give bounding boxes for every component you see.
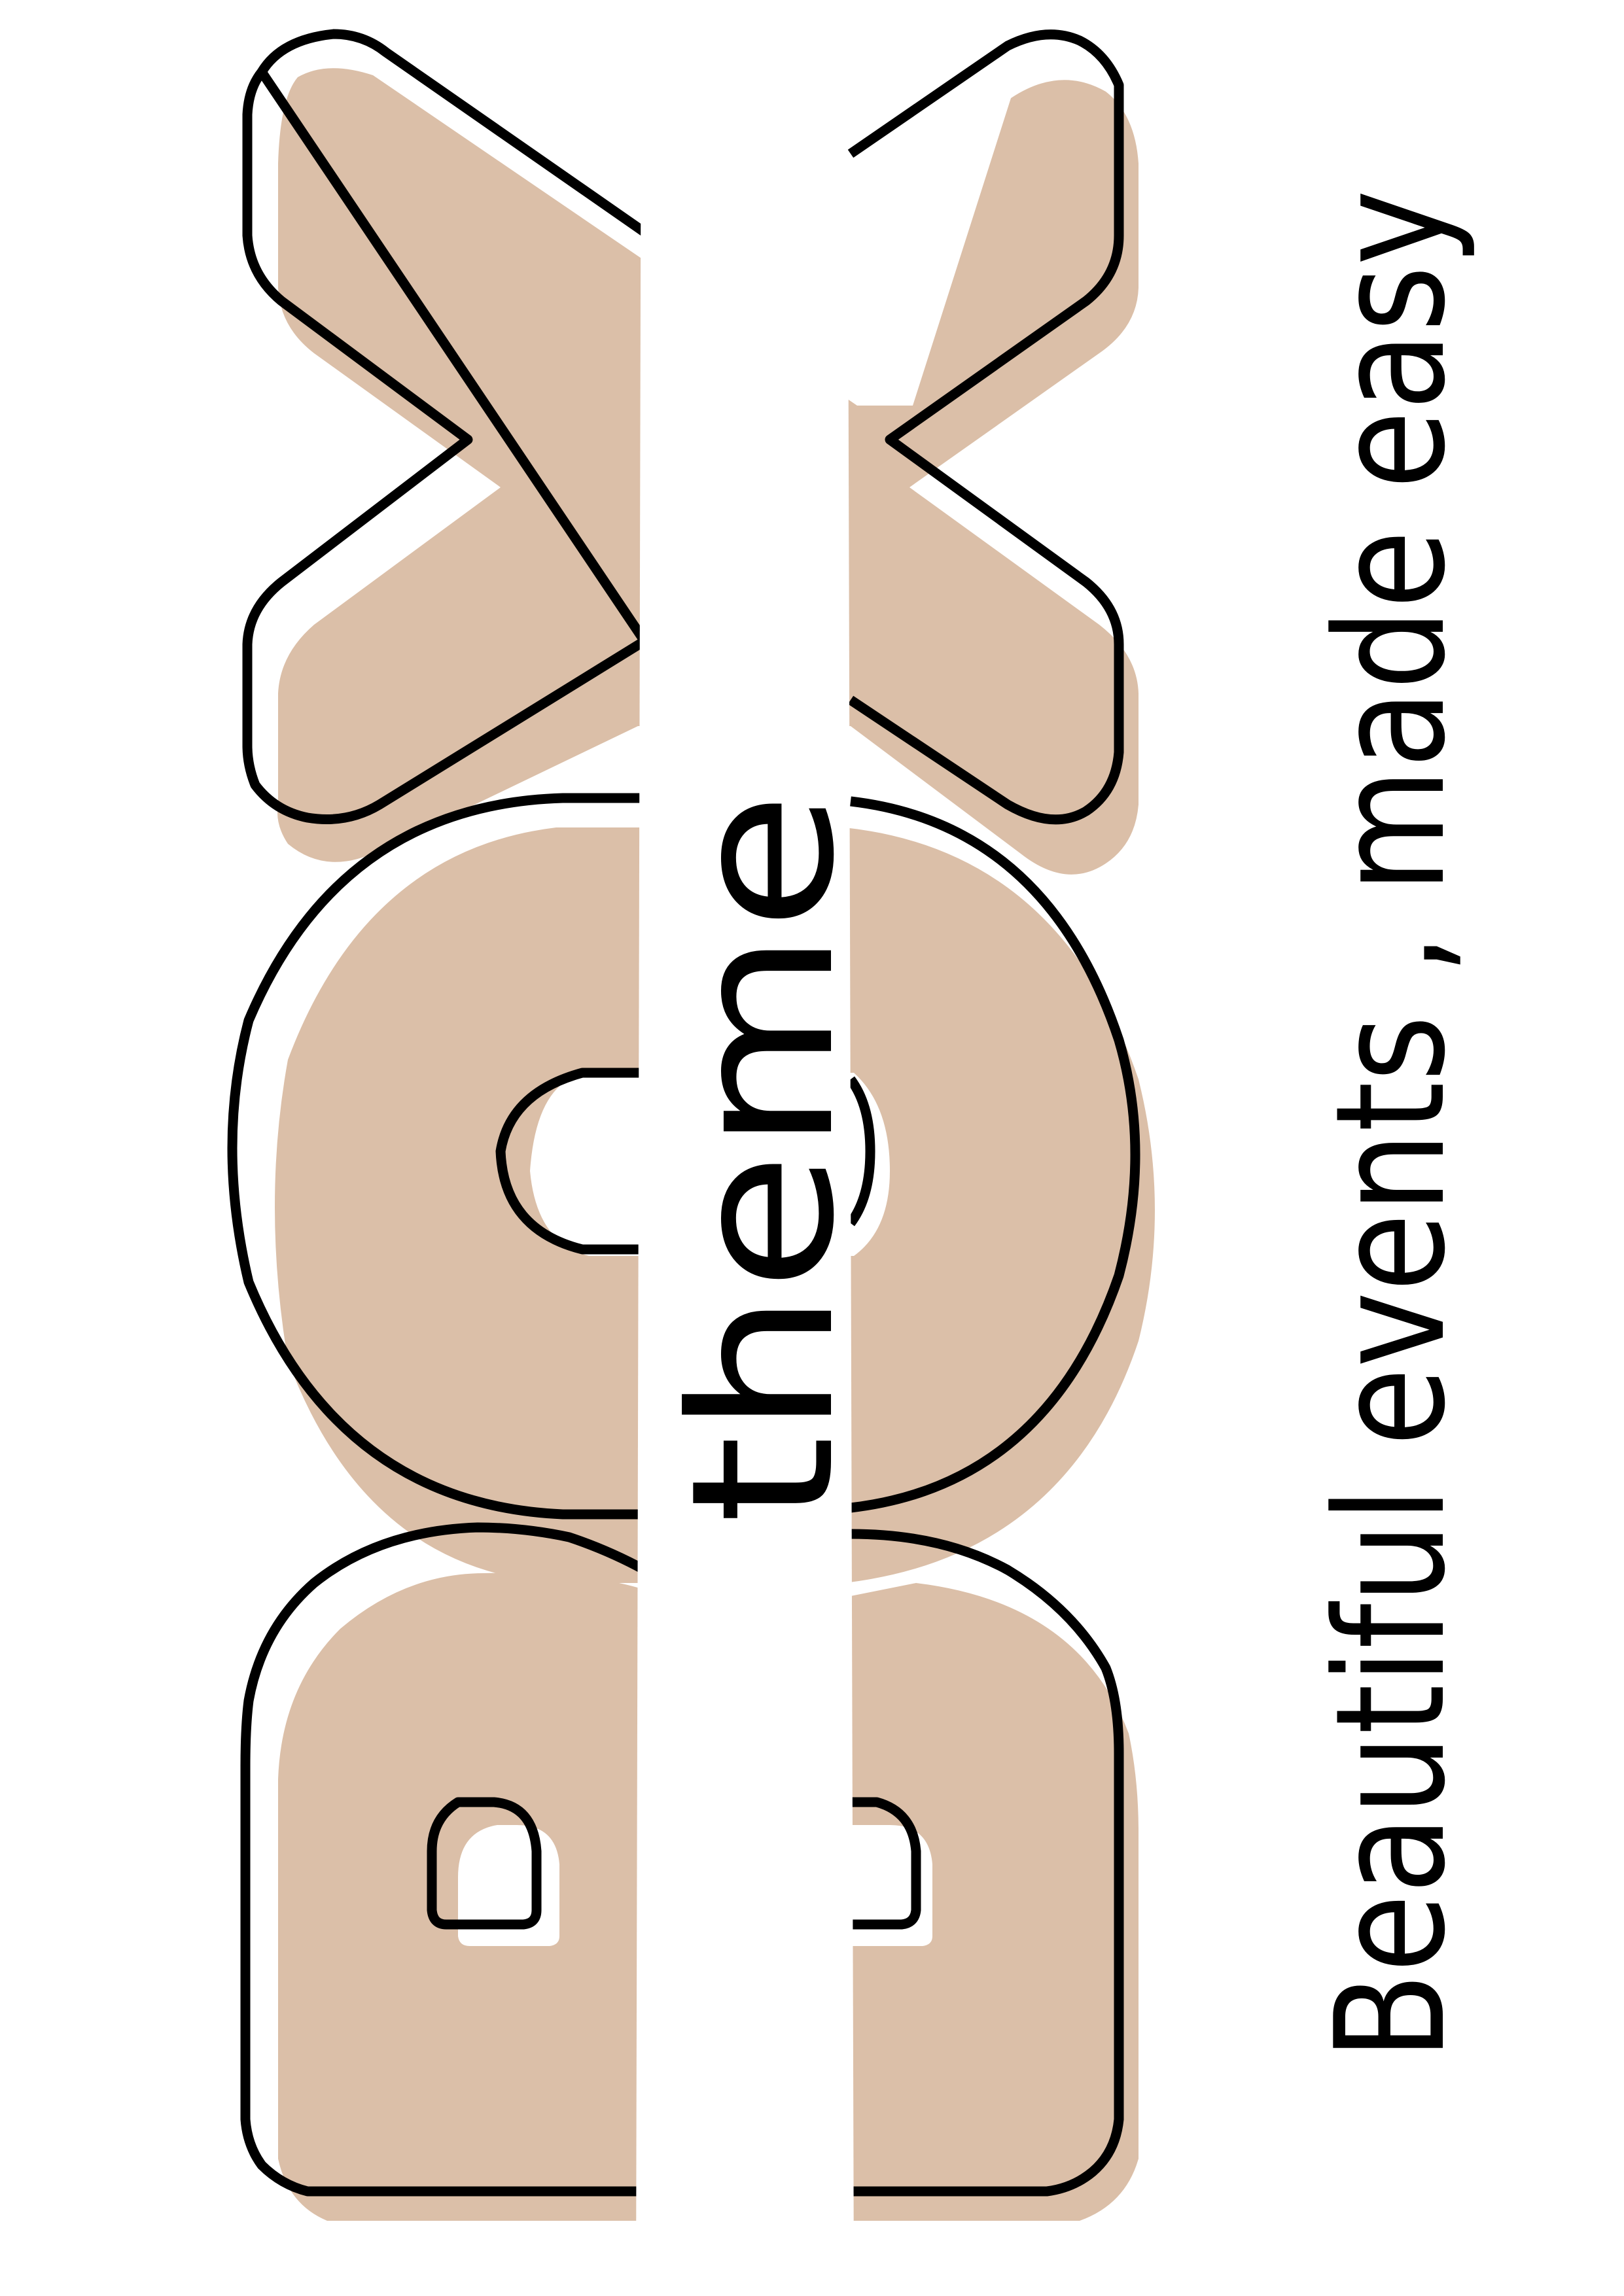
logo-fill — [275, 68, 1155, 2221]
tagline: Beautiful events , made easy — [1304, 190, 1479, 2061]
logo-letter-o-outline — [227, 793, 1140, 1520]
logo-outline — [227, 29, 1140, 2197]
logo-letter-b-fill — [278, 1573, 1139, 2221]
logo-mark — [227, 29, 1155, 2221]
logo-letter-o-fill — [275, 827, 1155, 1583]
logo-letter-x-outline — [242, 29, 1124, 825]
logo-letter-x-fill — [277, 68, 1139, 875]
logo-letter-b-outline — [240, 1522, 1124, 2197]
theme-word: theme — [649, 791, 877, 1524]
